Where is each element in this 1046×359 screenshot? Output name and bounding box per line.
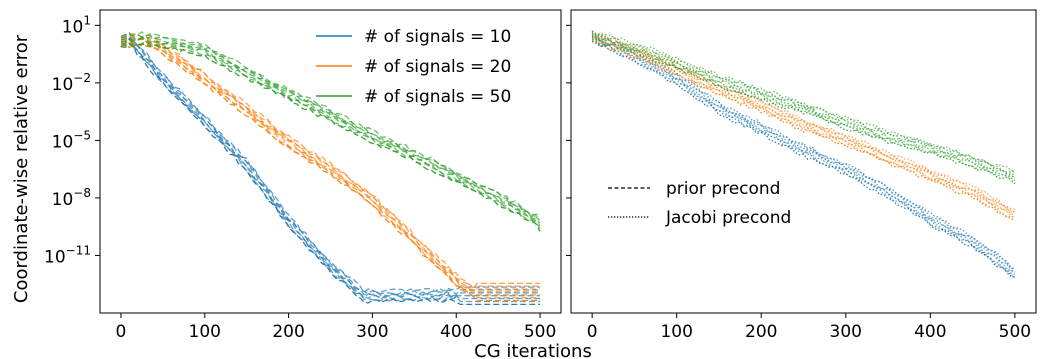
- x-axis-label: CG iterations: [474, 341, 592, 359]
- x-tick-label: 200: [272, 322, 304, 342]
- x-tick-label: 500: [999, 322, 1031, 342]
- x-tick-label: 100: [660, 322, 692, 342]
- series-line-20-signals-dotted: [592, 35, 1016, 216]
- series-line-10-signals-dotted: [591, 37, 1016, 276]
- series-line-50-signals-dashed: [120, 40, 541, 229]
- series-line-50-signals-dashed: [120, 36, 541, 221]
- x-tick-label: 300: [830, 322, 862, 342]
- series-group: [120, 31, 541, 306]
- series-line-50-signals-dotted: [591, 33, 1016, 176]
- series-line-50-signals-dashed: [120, 33, 541, 218]
- series-group: [591, 30, 1016, 279]
- x-tick-label: 0: [587, 322, 598, 342]
- series-line-10-signals-dashed: [120, 31, 540, 294]
- series-line-50-signals-dotted: [591, 30, 1016, 173]
- series-line-20-signals-dotted: [591, 33, 1015, 213]
- axes-frame: [99, 9, 562, 314]
- y-tick-label: 10−2: [52, 71, 91, 95]
- series-line-20-signals-dotted: [591, 32, 1016, 214]
- x-tick-label: 300: [356, 322, 388, 342]
- x-tick-label: 400: [440, 322, 472, 342]
- series-line-50-signals-dotted: [592, 37, 1016, 178]
- series-line-20-signals-dashed: [120, 33, 540, 290]
- axes-frame: [570, 9, 1037, 314]
- y-tick-label: 101: [62, 13, 91, 37]
- series-line-50-signals-dashed: [120, 38, 541, 227]
- series-line-10-signals-dotted: [591, 35, 1015, 272]
- series-line-50-signals-dotted: [591, 31, 1015, 173]
- series-line-50-signals-dotted: [592, 38, 1016, 182]
- series-line-10-signals-dotted: [591, 40, 1016, 278]
- legend-label-signals: # of signals = 20: [364, 57, 511, 77]
- series-line-20-signals-dotted: [591, 30, 1016, 210]
- series-line-20-signals-dashed: [120, 40, 540, 296]
- y-tick-label: 10−5: [52, 128, 91, 152]
- y-tick-label: 10−11: [44, 243, 91, 267]
- x-tick-label: 100: [189, 322, 221, 342]
- series-line-50-signals-dotted: [591, 40, 1016, 185]
- series-line-10-signals-dotted: [591, 30, 1016, 271]
- series-line-10-signals-dashed: [120, 37, 540, 299]
- left-panel: 0 100 200 300 400 500 101 10−2 10−5 10−8 10−11 # of…: [44, 9, 562, 342]
- series-line-20-signals-dotted: [591, 37, 1016, 219]
- x-tick-label: 400: [914, 322, 946, 342]
- series-line-10-signals-dashed: [120, 37, 540, 301]
- series-line-20-signals-dotted: [591, 40, 1016, 222]
- series-line-10-signals-dotted: [591, 39, 1016, 279]
- legend-label-signals: # of signals = 50: [364, 87, 511, 107]
- series-line-20-signals-dashed: [120, 36, 540, 292]
- series-line-50-signals-dashed: [120, 31, 540, 216]
- x-tick-label: 500: [524, 322, 556, 342]
- x-tick-label: 200: [745, 322, 777, 342]
- right-panel: 0 100 200 300 400 500 prior precond Jacobi prec…: [566, 9, 1037, 342]
- series-line-20-signals-dashed: [120, 42, 540, 302]
- series-line-50-signals-dashed: [120, 43, 541, 232]
- legend-label-precond: Jacobi precond: [665, 208, 791, 228]
- series-line-10-signals-dashed: [120, 42, 540, 303]
- series-line-20-signals-dotted: [591, 38, 1016, 219]
- series-line-50-signals-dotted: [591, 35, 1016, 179]
- legend-label-signals: # of signals = 10: [364, 27, 511, 47]
- y-tick-label: 10−8: [52, 186, 91, 210]
- y-axis-label: Coordinate-wise relative error: [11, 34, 32, 303]
- x-tick-label: 0: [116, 322, 127, 342]
- series-line-10-signals-dashed: [120, 36, 540, 297]
- series-line-20-signals-dashed: [120, 41, 540, 299]
- legend-label-precond: prior precond: [666, 179, 780, 199]
- series-line-10-signals-dashed: [120, 42, 540, 306]
